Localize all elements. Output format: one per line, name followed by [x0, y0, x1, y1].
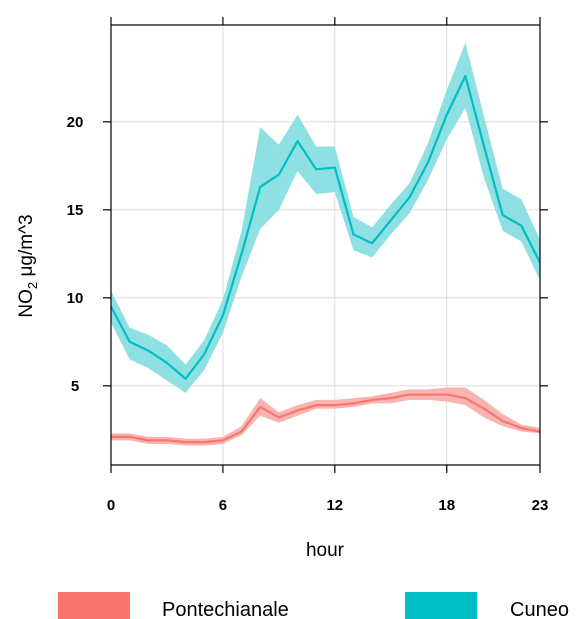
- y-tick-label-15: 15: [67, 202, 84, 219]
- x-tick-label-12: 12: [326, 497, 343, 514]
- legend-swatch-cuneo: [405, 592, 477, 619]
- x-tick-label-18: 18: [438, 497, 455, 514]
- tick-labels: 0 6 12 18 23 5 10 15 20: [67, 114, 549, 514]
- confidence-bands: [111, 42, 540, 446]
- axis-ticks: [103, 17, 548, 473]
- x-tick-label-6: 6: [219, 497, 227, 514]
- x-axis-title: hour: [306, 540, 345, 561]
- legend-swatch-pontechianale: [58, 592, 130, 619]
- y-tick-label-20: 20: [67, 114, 84, 131]
- y-axis-title-rest: μg/m^3: [16, 214, 37, 281]
- y-tick-label-10: 10: [67, 290, 84, 307]
- band-pontechianale: [111, 387, 540, 446]
- y-tick-label-5: 5: [71, 378, 79, 395]
- legend-label-cuneo: Cuneo: [510, 599, 569, 619]
- band-cuneo: [111, 42, 540, 393]
- x-tick-label-0: 0: [107, 497, 115, 514]
- plot-frame: [110, 24, 541, 466]
- x-tick-label-23: 23: [532, 497, 549, 514]
- y-axis-title-sub: 2: [25, 282, 40, 289]
- line-cuneo: [110, 74, 541, 380]
- line-pontechianale: [111, 393, 541, 444]
- y-axis-title-main: NO: [16, 289, 37, 318]
- y-axis-title: NO2 μg/m^3: [16, 214, 40, 317]
- legend: Pontechianale Cuneo: [58, 592, 569, 619]
- series-lines: [110, 74, 541, 444]
- legend-label-pontechianale: Pontechianale: [162, 599, 289, 619]
